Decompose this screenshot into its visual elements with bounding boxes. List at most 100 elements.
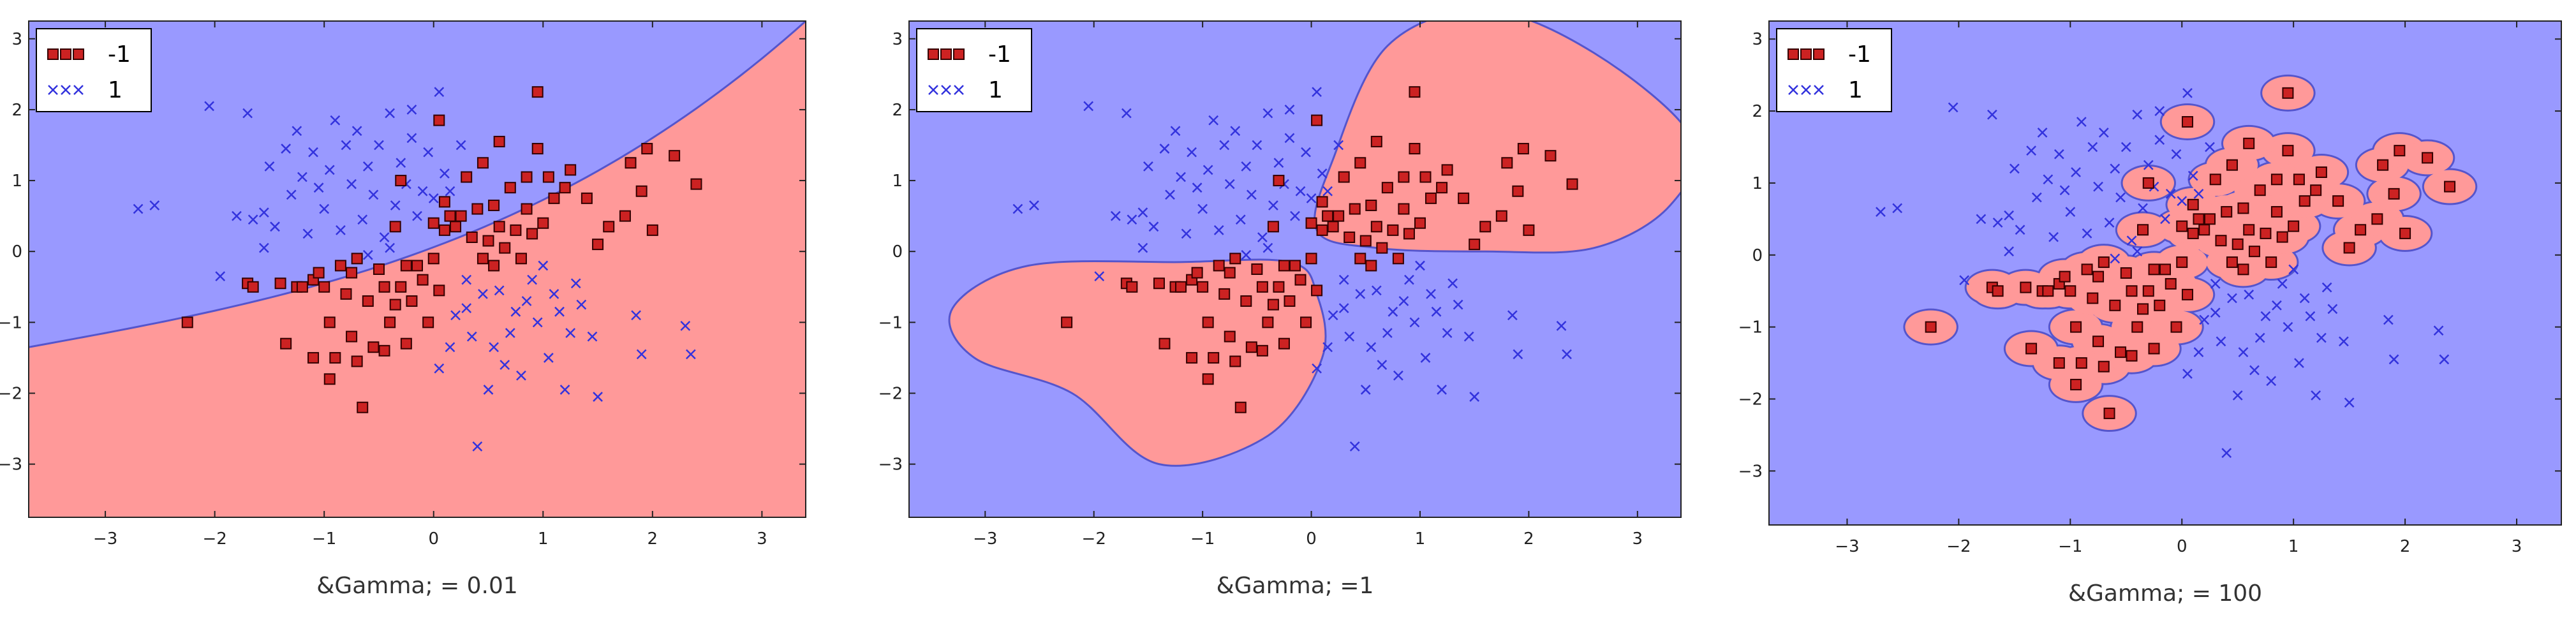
point-class-1 [1317, 168, 1328, 179]
point-class-1 [396, 158, 406, 168]
x-tick-label: 3 [2512, 537, 2522, 556]
point-class-neg1 [2103, 408, 2115, 420]
point-class-1 [258, 207, 269, 218]
point-class-1 [2138, 203, 2148, 214]
point-class-1 [483, 385, 494, 395]
point-class-neg1 [2226, 159, 2238, 171]
point-class-neg1 [1126, 281, 1138, 293]
point-class-1 [1409, 317, 1420, 328]
point-class-neg1 [1267, 299, 1279, 311]
point-class-1 [2121, 142, 2131, 152]
point-class-neg1 [1278, 260, 1290, 272]
point-class-neg1 [1229, 355, 1241, 367]
point-class-1 [1469, 392, 1480, 402]
point-class-1 [1029, 200, 1039, 210]
point-class-1 [2115, 192, 2126, 203]
point-class-1 [362, 161, 373, 172]
point-class-1 [1262, 108, 1273, 119]
point-class-1 [215, 271, 226, 281]
point-class-1 [2311, 390, 2321, 401]
point-class-1 [1360, 385, 1371, 395]
point-class-1 [2383, 314, 2394, 325]
point-class-neg1 [1344, 231, 1356, 243]
point-class-1 [2132, 246, 2143, 257]
point-class-neg1 [1376, 242, 1388, 254]
point-class-1 [1442, 328, 1453, 338]
point-class-1 [385, 242, 395, 253]
point-class-1 [2182, 369, 2193, 379]
point-class-1 [1377, 360, 1388, 370]
point-class-1 [428, 193, 439, 203]
legend: -11 [1776, 28, 1892, 112]
point-class-1 [1447, 278, 1458, 289]
legend-marker-square [1813, 48, 1825, 60]
point-class-1 [286, 189, 297, 200]
point-class-1 [357, 214, 368, 225]
legend-label-neg1: -1 [1848, 41, 1871, 68]
point-class-neg1 [2282, 87, 2294, 99]
point-class-neg1 [1925, 321, 1937, 333]
legend-entry-1: 1 [48, 77, 122, 103]
point-class-neg1 [1370, 221, 1382, 233]
series-1-points [1876, 87, 2450, 459]
point-class-neg1 [323, 373, 336, 385]
point-class-1 [2249, 365, 2260, 376]
point-class-neg1 [565, 164, 577, 176]
point-class-1 [445, 186, 455, 196]
point-class-1 [1284, 133, 1295, 144]
point-class-1 [2305, 311, 2316, 321]
point-class-1 [2093, 181, 2103, 192]
point-class-neg1 [526, 228, 538, 240]
point-class-1 [2339, 336, 2349, 347]
y-tick-label: −1 [1738, 318, 1763, 337]
point-class-neg1 [2176, 256, 2188, 269]
point-class-neg1 [1354, 157, 1366, 169]
y-tick-label: 2 [11, 101, 22, 120]
y-tick-label: 3 [892, 30, 903, 49]
point-class-1 [346, 179, 357, 189]
point-class-neg1 [2221, 206, 2233, 218]
x-tick-label: −1 [312, 529, 336, 549]
point-class-neg1 [2020, 281, 2032, 293]
legend-marker-square [1800, 48, 1812, 60]
legend-box [916, 28, 1032, 112]
point-class-1 [2098, 128, 2109, 138]
point-class-neg1 [2310, 184, 2322, 196]
point-class-1 [2076, 117, 2087, 127]
point-class-neg1 [2265, 256, 2277, 269]
point-class-1 [1437, 385, 1447, 395]
point-class-neg1 [1409, 86, 1421, 98]
point-class-neg1 [318, 281, 330, 293]
point-class-neg1 [2159, 263, 2171, 276]
point-class-neg1 [1240, 295, 1252, 307]
point-class-1 [1176, 172, 1186, 182]
point-class-neg1 [438, 196, 450, 208]
point-class-1 [2254, 332, 2265, 343]
point-class-neg1 [367, 341, 380, 353]
point-class-1 [489, 342, 499, 353]
point-class-1 [1192, 182, 1203, 193]
point-class-1 [292, 126, 302, 137]
point-class-1 [1208, 115, 1219, 126]
point-class-1 [1083, 101, 1094, 112]
point-class-1 [2009, 163, 2020, 174]
point-class-neg1 [2293, 173, 2305, 186]
point-class-1 [2165, 188, 2176, 199]
point-class-1 [1322, 186, 1333, 196]
axes-frame [28, 20, 806, 518]
point-class-neg1 [488, 260, 500, 272]
point-class-neg1 [373, 263, 385, 275]
point-class-1 [2232, 390, 2243, 401]
point-class-1 [1382, 328, 1393, 338]
point-class-1 [1338, 274, 1349, 285]
point-class-neg1 [2170, 321, 2182, 333]
point-class-neg1 [2243, 137, 2255, 149]
point-class-1 [1121, 108, 1132, 119]
point-class-neg1 [690, 178, 702, 190]
point-class-neg1 [2181, 288, 2193, 300]
point-class-1 [1143, 161, 1153, 172]
point-class-1 [2004, 246, 2014, 257]
point-class-neg1 [1305, 253, 1317, 265]
